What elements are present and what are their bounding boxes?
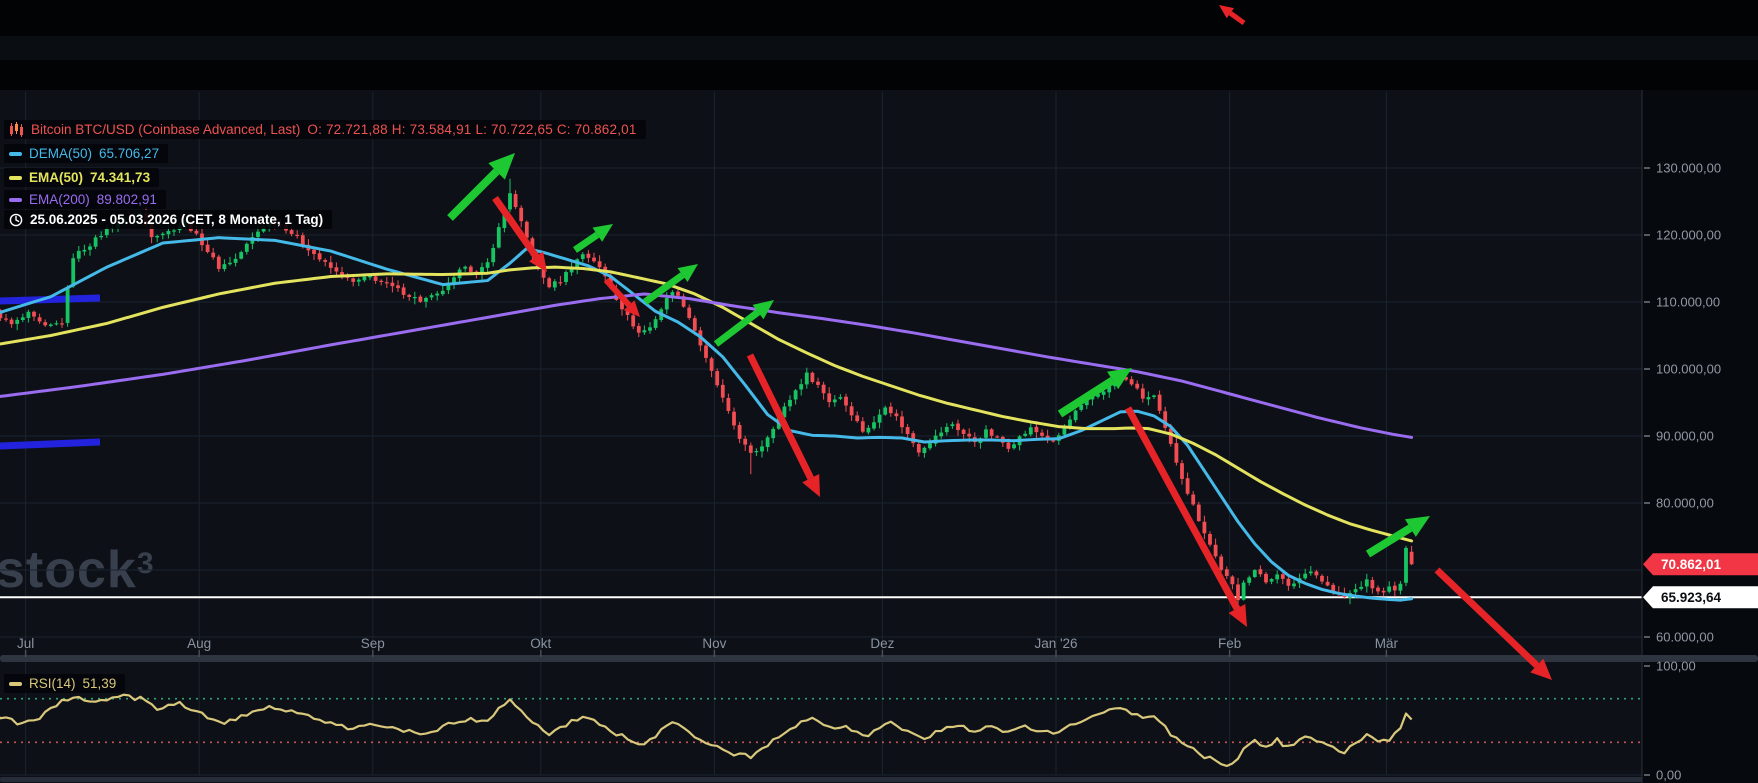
trend-arrow-head-green[interactable] (488, 153, 515, 180)
price-axis[interactable]: 130.000,00 120.000,00 110.000,00 100.000,00… (1641, 90, 1721, 783)
trend-arrow-red[interactable] (1124, 406, 1241, 611)
rsi-line-swatch-icon (9, 681, 22, 686)
price-tick-label: 120.000,00 (1656, 228, 1721, 243)
symbol-title: Bitcoin BTC/USD (Coinbase Advanced, Last… (31, 122, 301, 137)
price-tick-label: 80.000,00 (1656, 496, 1714, 511)
trend-arrow-green[interactable] (447, 168, 500, 221)
price-tick-label: 60.000,00 (1656, 630, 1714, 645)
legend-ema50-row[interactable]: EMA(50) 74.341,73 (4, 168, 160, 187)
price-tick-label: 100.000,00 (1656, 362, 1721, 377)
date-range-text: 25.06.2025 - 05.03.2026 (CET, 8 Monate, … (30, 212, 324, 227)
last-price-badge: 70.862,01 (1643, 553, 1758, 576)
annotation-arrows[interactable] (447, 5, 1552, 680)
month-label: Feb (1218, 636, 1241, 651)
pane-resize-handle[interactable] (0, 655, 1758, 662)
rsi-pane[interactable] (0, 693, 1642, 768)
ema50-value: 74.341,73 (90, 170, 151, 185)
ema200-label: EMA(200) (29, 192, 90, 207)
top-bar (0, 36, 1758, 60)
trend-arrow-red[interactable] (492, 195, 539, 259)
trend-arrow-green[interactable] (642, 272, 685, 305)
trend-arrow-green[interactable] (1365, 524, 1413, 558)
legend-symbol-row[interactable]: Bitcoin BTC/USD (Coinbase Advanced, Last… (4, 120, 646, 139)
ema50-label: EMA(50) (29, 170, 84, 185)
moving-average-lines (0, 236, 1414, 602)
legend-rsi-row[interactable]: RSI(14) 51,39 (4, 674, 126, 693)
rsi-label: RSI(14) (29, 676, 76, 691)
trend-arrow-red[interactable] (603, 277, 632, 308)
month-label: Nov (702, 636, 726, 651)
trend-arrow-red[interactable] (746, 353, 814, 480)
month-label: Sep (361, 636, 385, 651)
dema-line-swatch-icon (9, 151, 22, 156)
trend-arrow-green[interactable] (573, 231, 600, 253)
price-tick-label: 110.000,00 (1656, 295, 1720, 310)
month-label: Aug (187, 636, 211, 651)
trend-arrow-head-red[interactable] (1228, 604, 1247, 627)
price-tick-label: 130.000,00 (1656, 161, 1721, 176)
ma-line (0, 292, 1414, 439)
trend-arrow-head-green[interactable] (1404, 516, 1430, 537)
candlestick-chart-icon (10, 122, 23, 137)
ema50-line-swatch-icon (9, 175, 22, 180)
dema-label: DEMA(50) (29, 146, 93, 161)
trend-arrow-head-green[interactable] (677, 264, 698, 283)
trend-arrow-red[interactable] (1434, 567, 1540, 669)
trend-arrow-head-red[interactable] (623, 300, 640, 317)
price-axis-background[interactable] (1642, 90, 1758, 783)
trend-arrow-head-red[interactable] (1219, 5, 1235, 19)
date-range-badge[interactable]: 25.06.2025 - 05.03.2026 (CET, 8 Monate, … (4, 210, 333, 229)
legend-dema50-row[interactable]: DEMA(50) 65.706,27 (4, 144, 169, 163)
trend-arrow-green[interactable] (1057, 377, 1115, 418)
horizontal-scrollbar[interactable] (0, 777, 1642, 782)
ma-line (0, 265, 1414, 543)
rsi-line (0, 693, 1413, 768)
support-level-badge: 65.923,64 (1643, 586, 1758, 609)
month-label: Okt (530, 636, 551, 651)
clock-icon (9, 213, 23, 226)
ma-line (0, 236, 1414, 602)
rsi-tick-label: 0,00 (1656, 768, 1681, 783)
trend-arrow-head-red[interactable] (529, 251, 547, 272)
ohlc-values: O: 72.721,88 H: 73.584,91 L: 70.722,65 C… (307, 122, 637, 137)
ema200-line-swatch-icon (9, 197, 22, 202)
month-label: Jan '26 (1034, 636, 1077, 651)
trend-arrow-head-green[interactable] (592, 224, 613, 242)
svg-text:70.862,01: 70.862,01 (1661, 557, 1722, 572)
trend-arrow-head-red[interactable] (802, 473, 820, 497)
rsi-value: 51,39 (82, 676, 117, 691)
price-tick-label: 90.000,00 (1656, 429, 1714, 444)
month-label: Dez (870, 636, 894, 651)
month-label: Mär (1375, 636, 1399, 651)
trend-arrow-head-green[interactable] (752, 300, 774, 320)
legend-ema200-row[interactable]: EMA(200) 89.802,91 (4, 190, 166, 209)
time-axis[interactable]: Jul Aug Sep Okt Nov Dez Jan '26 Feb Mär (17, 636, 1399, 657)
ema200-value: 89.802,91 (96, 192, 157, 207)
candlestick-series[interactable] (0, 178, 1414, 620)
trend-arrow-head-green[interactable] (1107, 368, 1132, 390)
trend-arrow-green[interactable] (713, 309, 761, 347)
trend-arrow-head-red[interactable] (1530, 658, 1552, 680)
rsi-tick-label: 100,00 (1656, 659, 1696, 674)
svg-text:65.923,64: 65.923,64 (1661, 590, 1722, 605)
trend-arrow-red[interactable] (1228, 11, 1246, 26)
dema-value: 65.706,27 (99, 146, 160, 161)
blue-trendline-segments[interactable] (0, 294, 101, 450)
month-label: Jul (17, 636, 34, 651)
